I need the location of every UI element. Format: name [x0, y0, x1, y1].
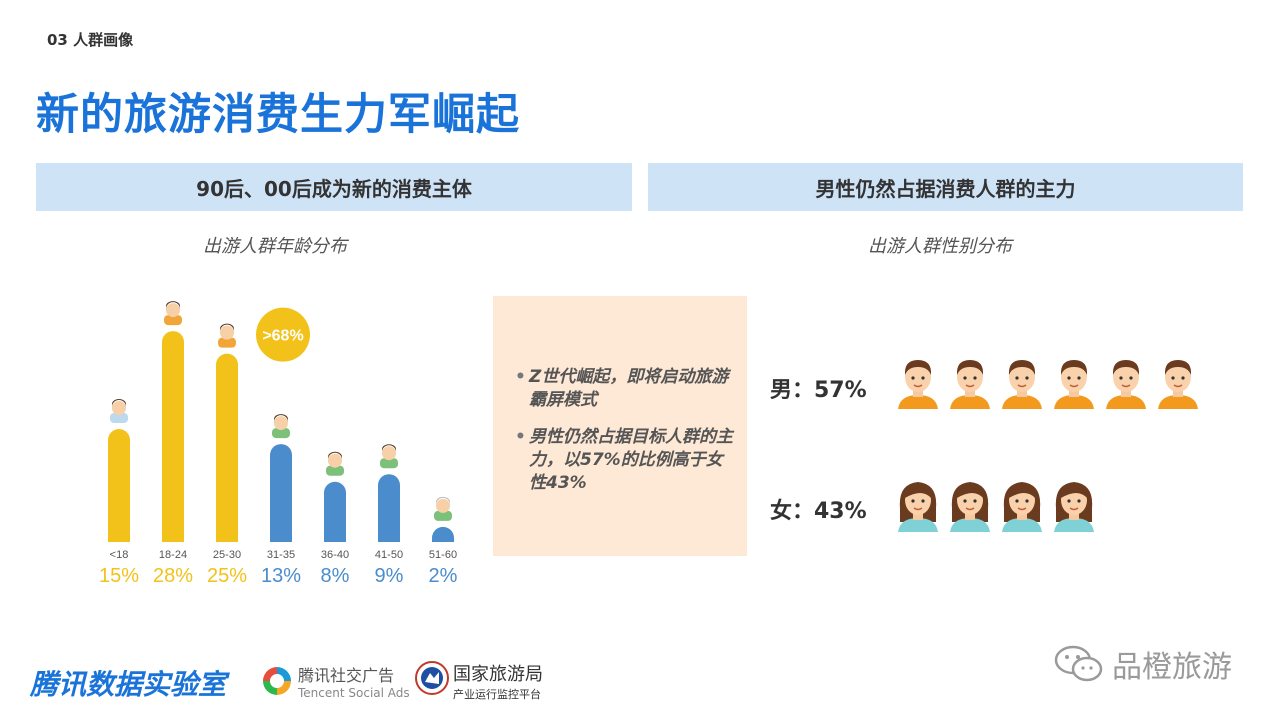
- page-title: 新的旅游消费生力军崛起: [36, 90, 520, 140]
- male-person-icon: [898, 360, 938, 409]
- male-person-icon: [1002, 360, 1042, 409]
- male-label: 男：57%: [770, 378, 867, 403]
- male-person-icon: [1158, 360, 1198, 409]
- gender-chart-title: 出游人群性别分布: [868, 236, 1012, 257]
- watermark-text: 品橙旅游: [1112, 650, 1232, 685]
- x-tick-label: 51-60: [429, 549, 457, 561]
- data-label: 15%: [99, 565, 139, 587]
- callout-item: Z世代崛起，即将启动旅游霸屏模式: [515, 366, 733, 412]
- bar: [270, 444, 292, 542]
- x-tick-label: <18: [110, 549, 129, 561]
- age-person-icon: [382, 446, 396, 461]
- male-icon-row: [892, 355, 1204, 409]
- age-person-icon: [436, 498, 450, 513]
- age-person-icon: [220, 325, 234, 340]
- x-tick-label: 31-35: [267, 549, 295, 561]
- x-tick-label: 18-24: [159, 549, 187, 561]
- age-person-icon: [164, 315, 182, 326]
- female-person-icon: [898, 482, 938, 532]
- age-person-icon: [166, 303, 180, 318]
- tencent-social-ads-text: 腾讯社交广告 Tencent Social Ads: [298, 662, 410, 700]
- callout-box: Z世代崛起，即将启动旅游霸屏模式 男性仍然占据目标人群的主力，以57%的比例高于…: [493, 296, 747, 556]
- bar: [324, 481, 346, 542]
- bar: [108, 429, 130, 542]
- data-label: 13%: [261, 565, 301, 587]
- wechat-icon: [1054, 645, 1103, 682]
- x-tick-label: 25-30: [213, 549, 241, 561]
- bar: [432, 526, 454, 542]
- age-distribution-chart: <18 15% 18-24 28% 25-30 25% 31-35 13% 36-40 8% 41-…: [99, 301, 458, 587]
- age-person-icon: [380, 458, 398, 469]
- bar: [162, 331, 184, 542]
- age-person-icon: [326, 465, 344, 476]
- cnta-name: 国家旅游局: [453, 664, 543, 685]
- bar: [216, 353, 238, 542]
- female-person-icon: [1002, 482, 1042, 532]
- age-panel-header: 90后、00后成为新的消费主体: [36, 163, 632, 211]
- x-tick-label: 41-50: [375, 549, 403, 561]
- tencent-data-lab-logo: 腾讯数据实验室: [30, 668, 227, 701]
- age-person-icon: [218, 337, 236, 348]
- data-label: 9%: [375, 565, 404, 587]
- female-icon-row: [892, 478, 1100, 532]
- gender-panel-header: 男性仍然占据消费人群的主力: [648, 163, 1243, 211]
- percentage-badge: [256, 307, 310, 362]
- tencent-cn-text: 腾讯社交广告: [298, 666, 395, 685]
- female-label: 女：43%: [770, 499, 867, 524]
- data-label: 8%: [321, 565, 350, 587]
- age-person-icon: [274, 416, 288, 431]
- age-person-icon: [328, 453, 342, 468]
- male-person-icon: [1054, 360, 1094, 409]
- section-label: 03 人群画像: [47, 31, 134, 49]
- data-label: 28%: [153, 565, 193, 587]
- male-person-icon: [950, 360, 990, 409]
- cnta-text: 国家旅游局 产业运行监控平台: [453, 660, 543, 702]
- age-person-icon: [272, 428, 290, 439]
- bar: [378, 474, 400, 542]
- female-person-icon: [950, 482, 990, 532]
- cnta-emblem-icon: [415, 661, 449, 695]
- age-person-icon: [112, 401, 126, 415]
- badge-label: >68%: [262, 328, 303, 345]
- tencent-social-ads-icon: [263, 667, 291, 695]
- data-label: 25%: [207, 565, 247, 587]
- age-person-icon: [434, 510, 452, 521]
- age-chart-title: 出游人群年龄分布: [203, 236, 347, 257]
- cnta-subtitle: 产业运行监控平台: [453, 688, 541, 701]
- x-tick-label: 36-40: [321, 549, 349, 561]
- tencent-en-text: Tencent Social Ads: [298, 686, 410, 700]
- male-person-icon: [1106, 360, 1146, 409]
- data-label: 2%: [429, 565, 458, 587]
- female-person-icon: [1054, 482, 1094, 532]
- age-person-icon: [110, 413, 128, 423]
- callout-item: 男性仍然占据目标人群的主力，以57%的比例高于女性43%: [515, 426, 733, 495]
